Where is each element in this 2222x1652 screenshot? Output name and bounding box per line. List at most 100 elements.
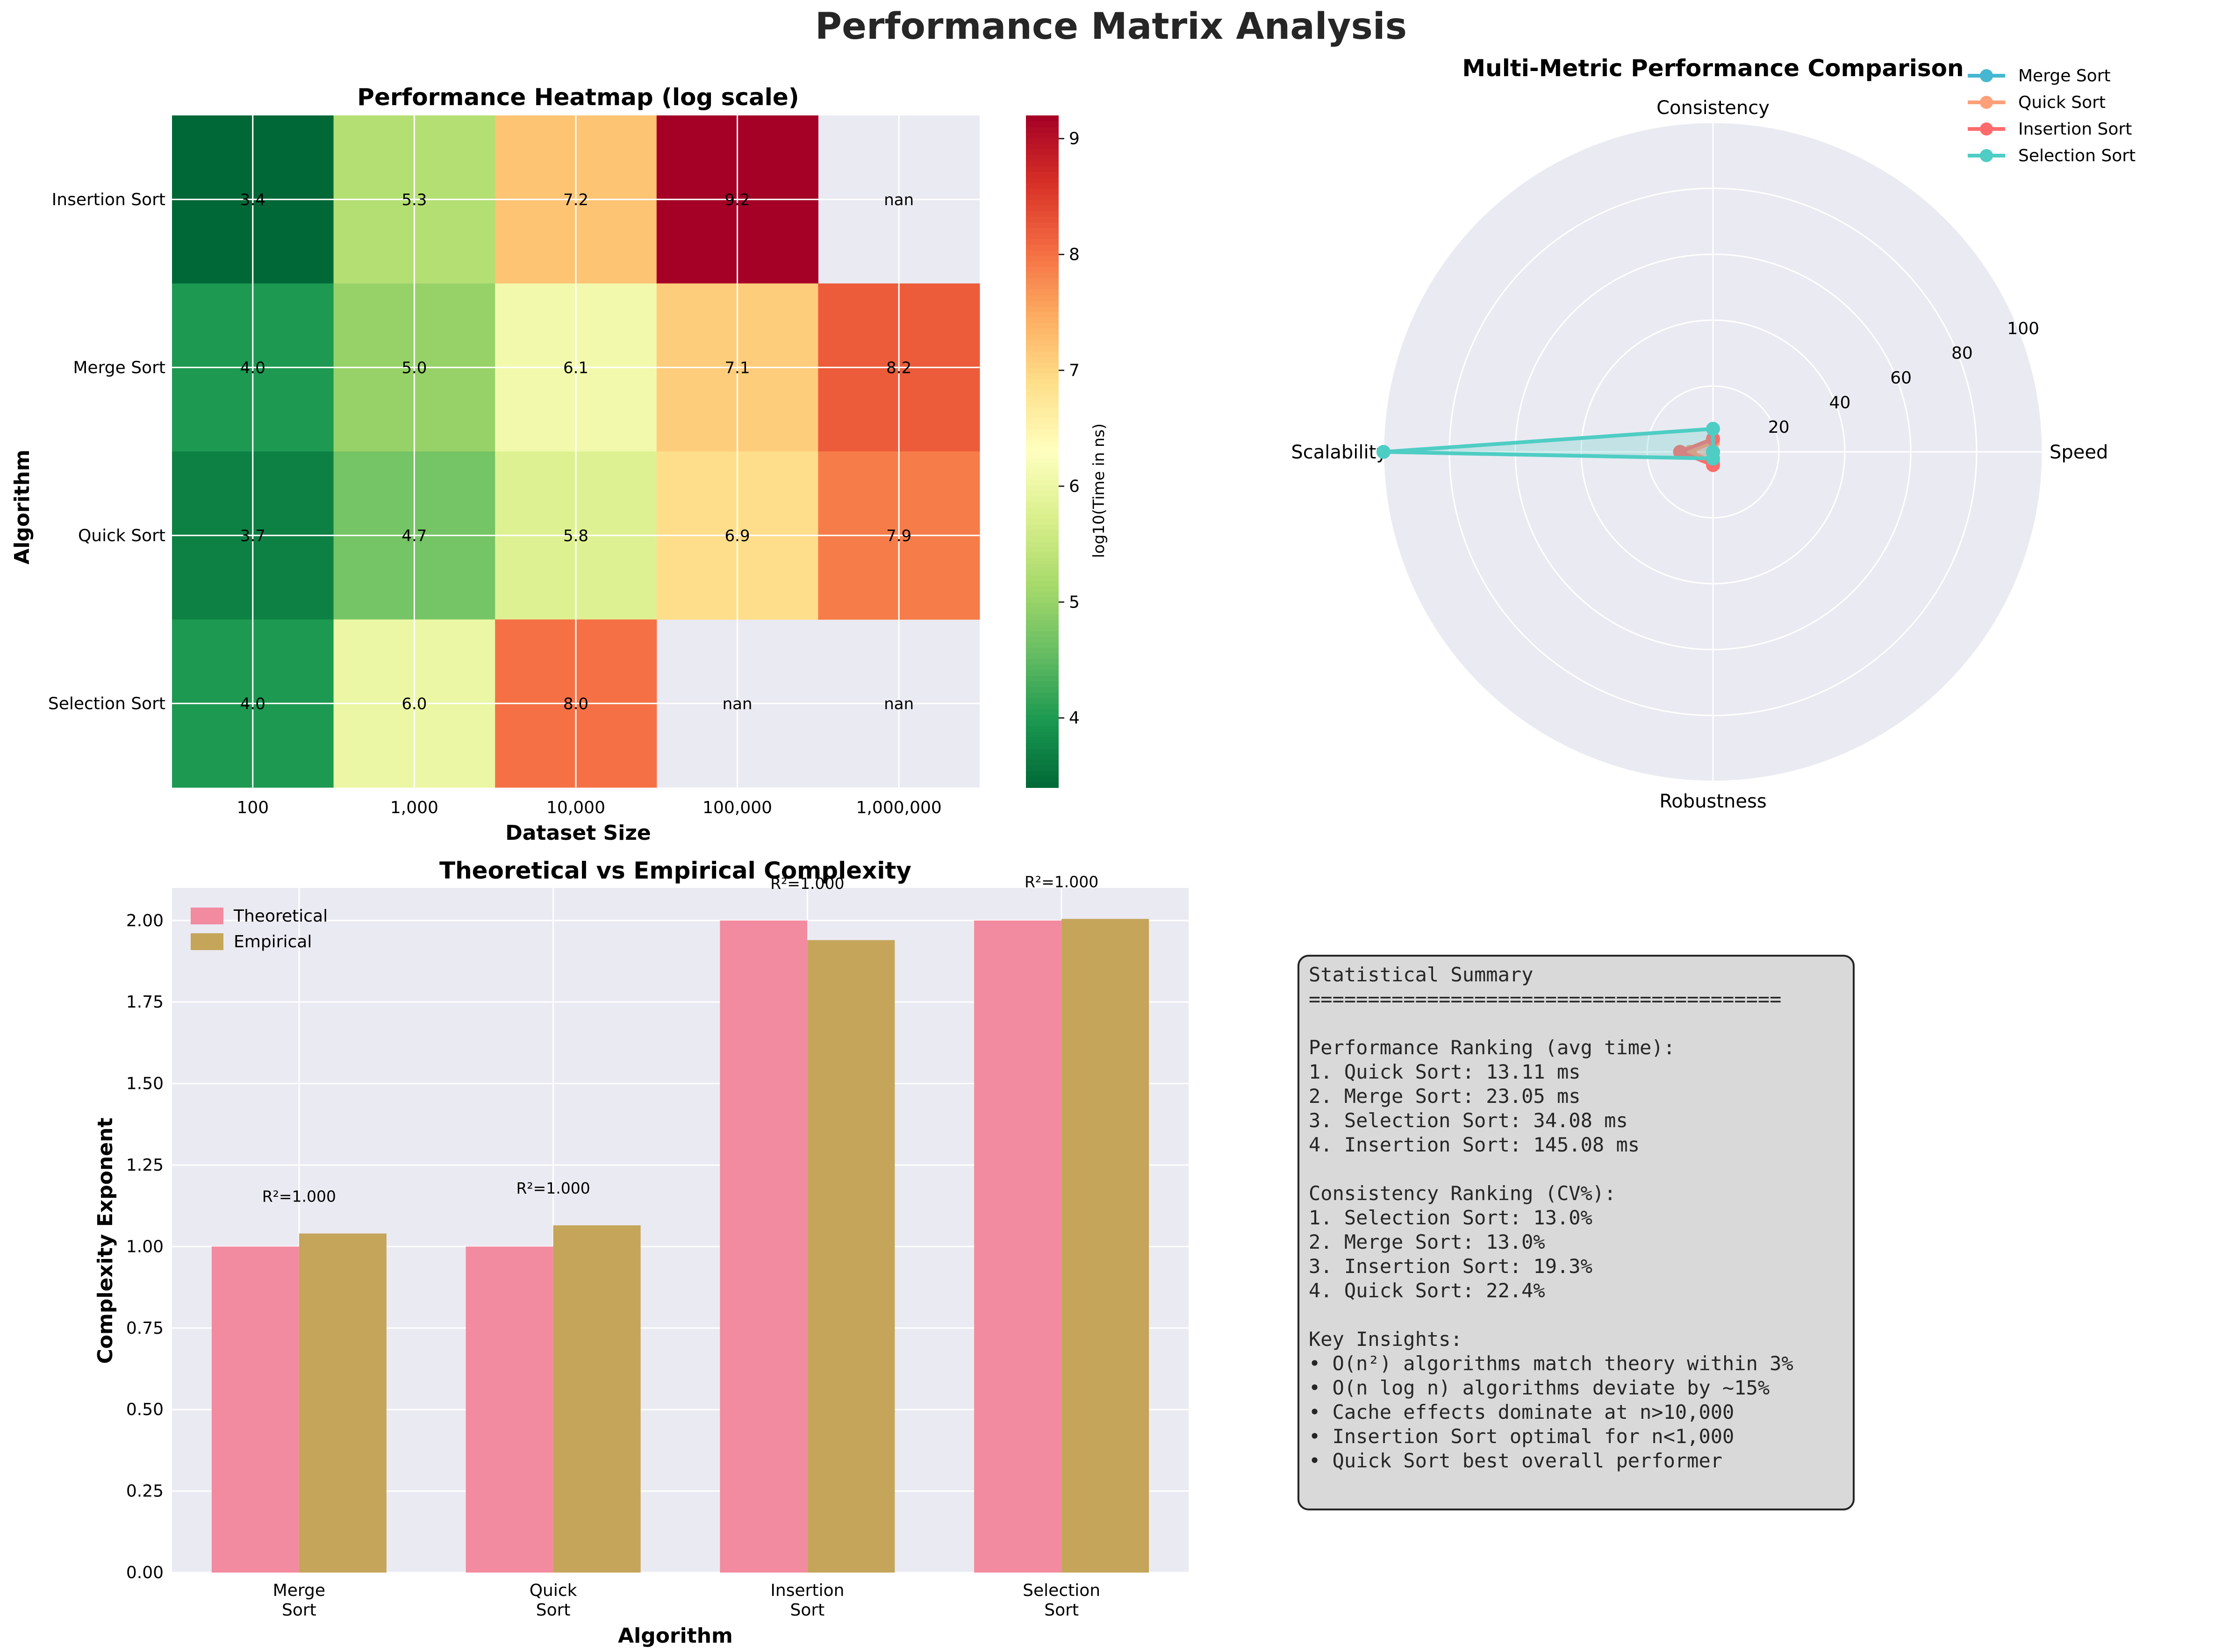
colorbar-segment <box>1026 625 1059 631</box>
colorbar-segment <box>1026 782 1059 788</box>
heatmap-cell-label: 4.0 <box>240 358 265 377</box>
radar-series-point <box>1706 422 1720 436</box>
radar-legend-label: Insertion Sort <box>2018 120 2132 139</box>
bar-y-tick-label: 0.50 <box>126 1400 164 1419</box>
colorbar-segment <box>1026 440 1059 447</box>
radar-r-tick-label: 40 <box>1829 393 1851 412</box>
heatmap-y-axis-label: Algorithm <box>10 450 34 565</box>
colorbar-segment <box>1026 154 1059 161</box>
colorbar-segment <box>1026 435 1059 441</box>
heatmap-x-axis-label: Dataset Size <box>505 821 651 845</box>
r-squared-annotation: R²=1.000 <box>516 1179 590 1197</box>
colorbar-segment <box>1026 546 1059 553</box>
colorbar-segment <box>1026 630 1059 637</box>
summary-line: 1. Selection Sort: 13.0% <box>1309 1206 1592 1229</box>
colorbar-segment <box>1026 137 1059 144</box>
summary-line: 4. Insertion Sort: 145.08 ms <box>1309 1133 1640 1156</box>
radar-chart: Multi-Metric Performance Comparison 20 40… <box>1291 55 2136 812</box>
heatmap-cell-label: 7.9 <box>886 527 911 545</box>
colorbar-segment <box>1026 160 1059 166</box>
colorbar-segment <box>1026 776 1059 783</box>
heatmap-cell-label: 4.7 <box>401 527 427 545</box>
bar-y-tick-label: 1.00 <box>126 1237 164 1256</box>
colorbar-segment <box>1026 429 1059 436</box>
heatmap-x-tick-label: 100 <box>237 798 269 817</box>
radar-axis-label: Speed <box>2050 442 2108 463</box>
colorbar-segment <box>1026 423 1059 430</box>
colorbar-segment <box>1026 171 1059 178</box>
colorbar-segment <box>1026 227 1059 234</box>
heatmap-cell-label: 6.1 <box>563 358 588 377</box>
bar-x-tick-label: Selection <box>1023 1581 1100 1600</box>
colorbar-segment <box>1026 306 1059 312</box>
colorbar-segment <box>1026 591 1059 598</box>
colorbar-segment <box>1026 765 1059 772</box>
colorbar-segment <box>1026 731 1059 738</box>
colorbar-tick-label: 4 <box>1069 708 1080 728</box>
colorbar-segment <box>1026 126 1059 133</box>
colorbar-segment <box>1026 362 1059 368</box>
bar-x-tick-label: Sort <box>536 1601 571 1620</box>
heatmap-cell-label: 8.2 <box>886 358 911 377</box>
summary-line: • Insertion Sort optimal for n<1,000 <box>1309 1425 1734 1448</box>
heatmap-cell-label: 5.3 <box>401 191 427 209</box>
bar-x-tick-label: Sort <box>282 1601 316 1620</box>
colorbar-segment <box>1026 283 1059 290</box>
bar-legend-label: Empirical <box>234 932 312 951</box>
colorbar-tick-label: 8 <box>1069 245 1080 265</box>
colorbar-segment <box>1026 395 1059 402</box>
radar-legend-marker <box>1980 69 1993 82</box>
colorbar-segment <box>1026 490 1059 497</box>
colorbar-segment <box>1026 597 1059 603</box>
summary-line: 1. Quick Sort: 13.11 ms <box>1309 1060 1581 1083</box>
colorbar-tick-label: 9 <box>1069 129 1080 149</box>
bar-legend-label: Theoretical <box>233 907 328 926</box>
radar-r-tick-label: 60 <box>1890 369 1912 388</box>
colorbar-segment <box>1026 524 1059 530</box>
colorbar-segment <box>1026 507 1059 514</box>
colorbar-segment <box>1026 675 1059 682</box>
bar-y-tick-label: 0.25 <box>126 1482 164 1501</box>
bar-x-tick-label: Sort <box>1044 1601 1079 1620</box>
bar-y-tick-label: 0.75 <box>126 1319 164 1338</box>
summary-line: • Quick Sort best overall performer <box>1309 1449 1722 1472</box>
colorbar-segment <box>1026 602 1059 609</box>
bar-theoretical <box>211 1246 299 1573</box>
colorbar-segment <box>1026 670 1059 676</box>
bar-theoretical <box>720 920 808 1573</box>
colorbar-segment <box>1026 446 1059 452</box>
colorbar-segment <box>1026 658 1059 665</box>
summary-line: 2. Merge Sort: 23.05 ms <box>1309 1085 1581 1108</box>
heatmap-title: Performance Heatmap (log scale) <box>357 84 799 111</box>
radar-r-tick-label: 80 <box>1951 344 1973 363</box>
radar-r-tick-label: 100 <box>2007 319 2039 338</box>
bar-y-tick-label: 1.25 <box>126 1156 164 1175</box>
colorbar-segment <box>1026 390 1059 396</box>
summary-line: Consistency Ranking (CV%): <box>1309 1182 1616 1205</box>
colorbar-segment <box>1026 529 1059 536</box>
colorbar-segment <box>1026 451 1059 458</box>
bar-legend-swatch <box>191 908 223 924</box>
heatmap-chart: Performance Heatmap (log scale) Dataset … <box>10 84 1108 845</box>
colorbar-segment <box>1026 407 1059 413</box>
summary-line: 2. Merge Sort: 13.0% <box>1309 1230 1545 1253</box>
colorbar-segment <box>1026 216 1059 222</box>
colorbar-segment <box>1026 210 1059 217</box>
bar-y-tick-label: 1.50 <box>126 1074 164 1094</box>
bar-legend-swatch <box>191 933 223 950</box>
colorbar-segment <box>1026 698 1059 704</box>
colorbar-segment <box>1026 759 1059 766</box>
r-squared-annotation: R²=1.000 <box>1025 872 1098 891</box>
bar-y-tick-label: 0.00 <box>126 1563 164 1582</box>
radar-axis-label: Robustness <box>1659 791 1766 812</box>
summary-line: • O(n²) algorithms match theory within 3… <box>1309 1352 1793 1375</box>
colorbar-segment <box>1026 165 1059 172</box>
colorbar-segment <box>1026 558 1059 564</box>
colorbar-segment <box>1026 238 1059 245</box>
colorbar-segment <box>1026 468 1059 474</box>
figure-title: Performance Matrix Analysis <box>815 6 1407 48</box>
colorbar-segment <box>1026 379 1059 385</box>
complexity-bar-chart: Theoretical vs Empirical Complexity Algo… <box>93 857 1189 1648</box>
heatmap-cell-label: 9.2 <box>725 191 750 209</box>
